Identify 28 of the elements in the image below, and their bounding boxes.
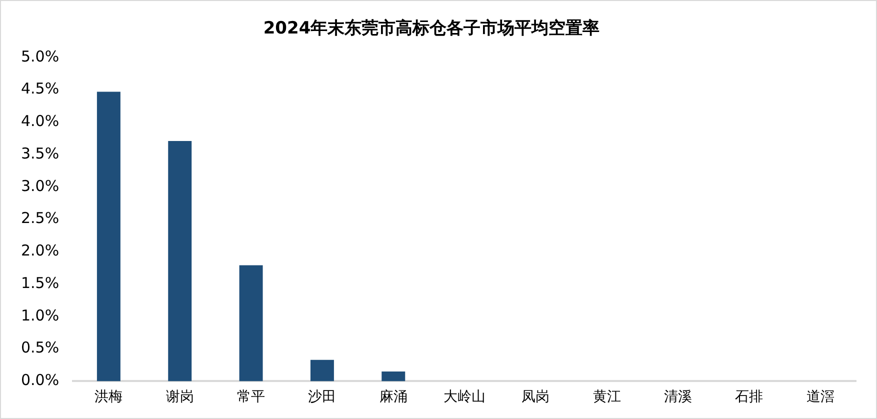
chart-title: 2024年末东莞市高标仓各子市场平均空置率 [263,18,600,39]
y-tick-label: 1.5% [21,274,60,292]
bar [96,92,120,382]
y-tick-label: 5.0% [21,47,60,66]
x-tick-label: 石排 [735,389,764,406]
x-tick-label: 清溪 [664,389,692,406]
x-tick-label: 凤岗 [522,389,550,406]
x-tick-label: 麻涌 [379,389,408,406]
y-tick-label: 0.5% [21,338,60,357]
y-tick-label: 4.0% [21,112,60,130]
bar [239,265,263,382]
x-tick-label: 大岭山 [444,389,486,406]
x-tick-label: 道滘 [806,389,834,406]
y-tick-label: 0.0% [21,371,60,390]
bar [382,371,406,382]
y-tick-label: 2.0% [21,242,60,260]
bar [310,360,334,382]
x-tick-label: 常平 [237,389,266,406]
y-tick-label: 4.5% [21,80,60,98]
x-tick-label: 洪梅 [94,389,123,406]
y-tick-label: 2.5% [21,209,60,228]
y-tick-label: 3.5% [21,144,60,162]
y-tick-label: 3.0% [21,176,60,195]
x-tick-label: 谢岗 [166,389,194,406]
bar [168,140,192,382]
y-tick-label: 1.0% [21,306,60,324]
x-tick-label: 黄江 [592,389,621,406]
x-tick-label: 沙田 [308,389,336,406]
